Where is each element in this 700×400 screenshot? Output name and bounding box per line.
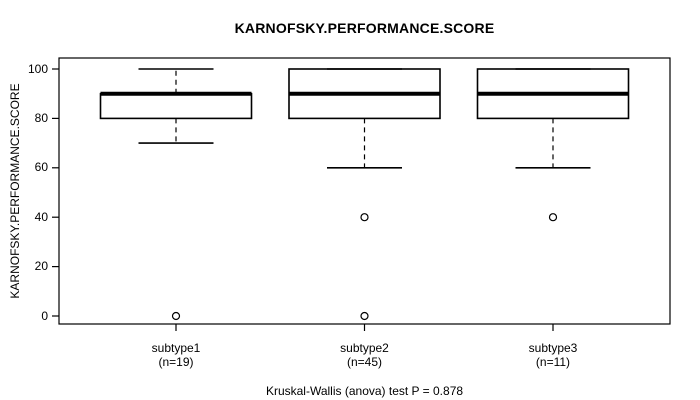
- category-name: subtype1: [151, 341, 201, 355]
- category-name: subtype2: [340, 341, 389, 355]
- outlier-point: [548, 213, 558, 222]
- stat-test-caption: Kruskal-Wallis (anova) test P = 0.878: [265, 384, 464, 398]
- box-subtype1: [99, 92, 253, 120]
- outlier-point: [171, 311, 181, 321]
- category-name: subtype3: [528, 341, 578, 355]
- y-tick-label: 100: [27, 61, 48, 76]
- category-n: (n=19): [158, 354, 194, 369]
- category-label-subtype2: subtype2 (n=45): [295, 341, 435, 369]
- category-n: (n=45): [346, 354, 383, 369]
- chart-title: KARNOFSKY.PERFORMANCE.SCORE: [234, 20, 495, 36]
- y-axis-title: KARNOFSKY.PERFORMANCE.SCORE: [8, 83, 22, 299]
- y-tick-label: 20: [34, 259, 48, 274]
- outlier-point: [360, 311, 369, 321]
- outlier-point: [360, 213, 369, 222]
- y-tick-label: 0: [41, 308, 48, 323]
- y-tick-label: 40: [34, 209, 48, 224]
- category-label-subtype1: subtype1 (n=19): [106, 341, 246, 369]
- category-n: (n=11): [535, 354, 571, 369]
- y-tick-label: 60: [34, 160, 48, 175]
- category-label-subtype3: subtype3 (n=11): [483, 341, 623, 369]
- y-tick-label: 80: [34, 110, 48, 125]
